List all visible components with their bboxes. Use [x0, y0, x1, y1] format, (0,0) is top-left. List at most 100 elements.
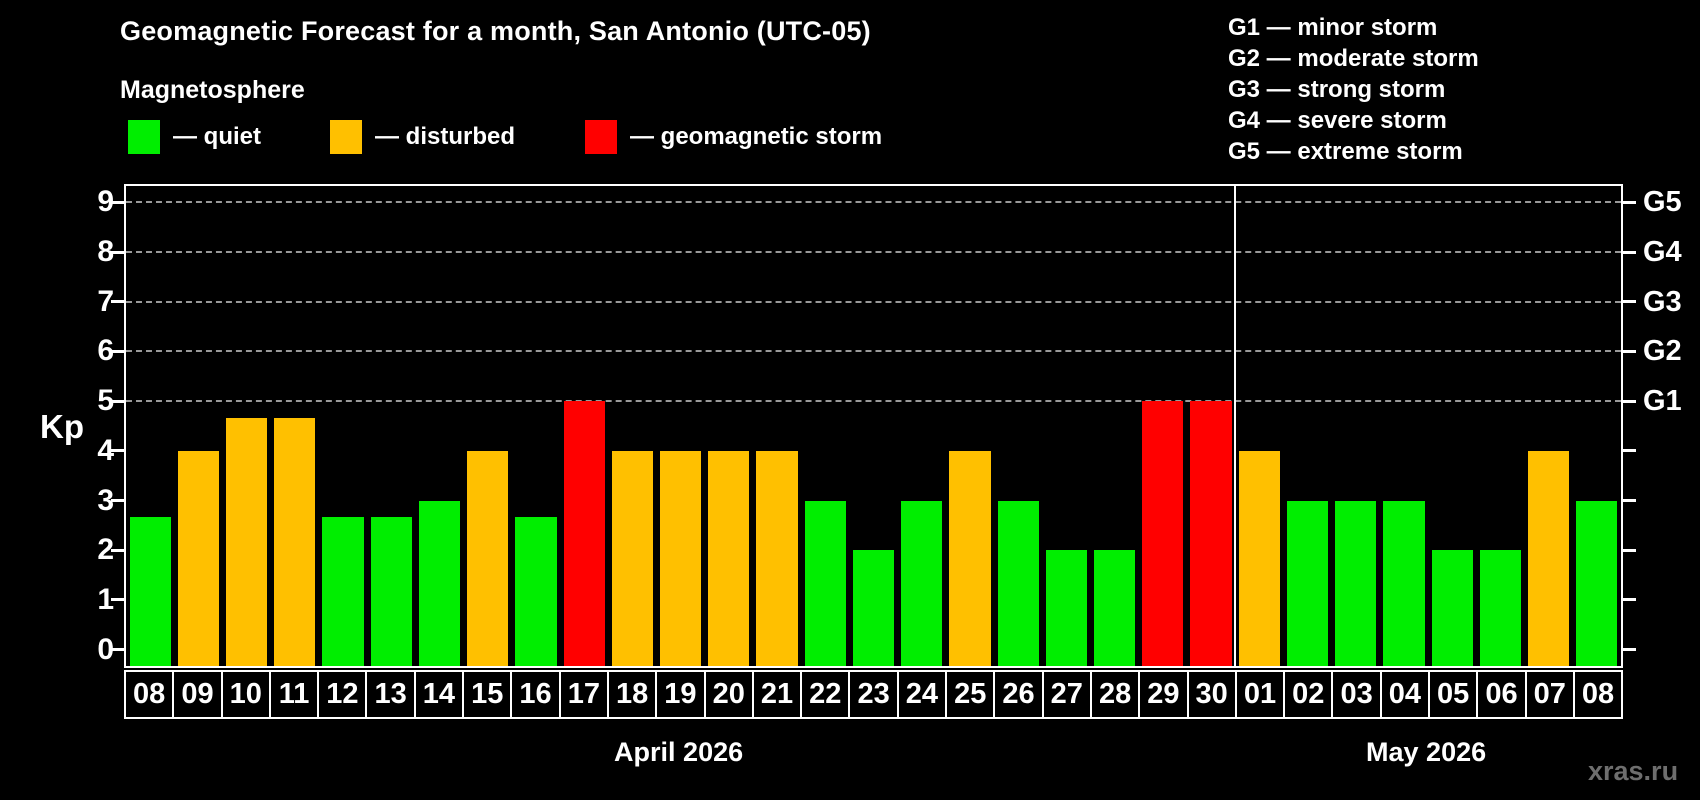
kp-bar-24	[901, 500, 943, 666]
day-label-apr-24: 24	[896, 670, 948, 719]
kp-bar-20	[708, 450, 750, 666]
right-axis-label-g4: G4	[1643, 236, 1682, 269]
kp-bar-08	[129, 516, 171, 666]
kp-bar-15	[467, 450, 509, 666]
y-tick-right-8	[1623, 250, 1636, 254]
y-tick-label-1: 1	[97, 582, 114, 616]
y-tick-label-0: 0	[97, 632, 114, 666]
legend-item-quiet: — quiet	[128, 119, 261, 155]
kp-bar-27	[1045, 550, 1087, 666]
magnetosphere-label: Magnetosphere	[120, 76, 305, 104]
day-label-may-05: 05	[1428, 670, 1479, 719]
day-label-may-04: 04	[1379, 670, 1431, 719]
y-tick-label-2: 2	[97, 533, 114, 567]
kp-bar-23	[852, 550, 895, 666]
y-tick-label-8: 8	[97, 235, 114, 269]
kp-bar-01	[1238, 450, 1280, 666]
y-tick-right-5	[1623, 399, 1636, 403]
kp-bar-14	[418, 500, 461, 666]
gridline-kp5	[126, 400, 1621, 403]
day-label-apr-22: 22	[800, 670, 851, 719]
day-label-apr-25: 25	[945, 670, 996, 719]
kp-bar-06	[1479, 550, 1522, 666]
kp-bar-08	[1576, 500, 1618, 666]
day-label-apr-11: 11	[268, 670, 320, 719]
y-tick-left-8	[111, 250, 124, 254]
day-label-apr-14: 14	[413, 670, 465, 719]
kp-bar-17	[563, 401, 605, 666]
legend-label-quiet: — quiet	[173, 123, 261, 150]
month-separator	[1234, 186, 1237, 666]
storm-color-swatch	[585, 120, 617, 154]
y-tick-right-1	[1623, 598, 1636, 602]
kp-bar-09	[177, 450, 219, 666]
y-axis-label: Kp	[40, 408, 84, 445]
y-tick-label-9: 9	[97, 185, 114, 219]
kp-bar-10	[225, 417, 268, 666]
kp-bar-26	[997, 500, 1039, 666]
day-label-apr-18: 18	[606, 670, 658, 719]
y-tick-left-1	[111, 598, 124, 602]
kp-bar-07	[1528, 450, 1570, 666]
legend-label-disturbed: — disturbed	[375, 123, 516, 150]
legend-item-disturbed: — disturbed	[330, 119, 515, 155]
day-label-apr-09: 09	[172, 670, 223, 719]
storm-scale-g3: G3 — strong storm	[1228, 76, 1446, 103]
gridline-kp7	[126, 300, 1621, 303]
kp-bar-12	[322, 516, 364, 666]
y-tick-right-2	[1623, 548, 1636, 552]
y-tick-right-7	[1623, 300, 1636, 304]
gridline-kp6	[126, 350, 1621, 353]
kp-bar-21	[756, 450, 798, 666]
day-label-may-07: 07	[1524, 670, 1575, 719]
day-label-apr-10: 10	[220, 670, 271, 719]
day-label-apr-19: 19	[655, 670, 706, 719]
day-label-apr-17: 17	[558, 670, 609, 719]
day-label-apr-21: 21	[751, 670, 803, 719]
day-label-apr-26: 26	[993, 670, 1044, 719]
y-tick-left-3	[111, 499, 124, 503]
y-tick-left-0	[111, 648, 124, 652]
y-tick-right-3	[1623, 499, 1636, 503]
kp-bar-04	[1383, 500, 1425, 666]
day-label-may-03: 03	[1331, 670, 1382, 719]
kp-bar-02	[1286, 500, 1329, 666]
y-tick-right-6	[1623, 349, 1636, 353]
kp-bar-16	[515, 516, 557, 666]
y-tick-left-4	[111, 449, 124, 453]
storm-scale-g1: G1 — minor storm	[1228, 14, 1438, 41]
day-label-apr-23: 23	[848, 670, 899, 719]
day-label-apr-27: 27	[1041, 670, 1092, 719]
storm-scale-legend: G1 — minor storm G2 — moderate storm G3 …	[1228, 12, 1479, 167]
kp-bar-30	[1190, 401, 1232, 666]
storm-scale-g4: G4 — severe storm	[1228, 107, 1447, 134]
y-tick-right-0	[1623, 648, 1636, 652]
y-tick-label-3: 3	[97, 483, 114, 517]
kp-bar-03	[1335, 500, 1377, 666]
y-tick-label-5: 5	[97, 384, 114, 418]
kp-bar-11	[274, 417, 316, 666]
right-axis-label-g5: G5	[1643, 186, 1682, 219]
kp-bar-22	[804, 500, 846, 666]
month-label-may: May 2026	[1366, 737, 1487, 767]
y-tick-left-2	[111, 548, 124, 552]
gridline-kp8	[126, 251, 1621, 254]
kp-bar-13	[370, 516, 412, 666]
y-tick-left-5	[111, 399, 124, 403]
kp-bar-29	[1142, 401, 1184, 666]
y-tick-left-7	[111, 300, 124, 304]
kp-bar-18	[611, 450, 653, 666]
day-label-apr-16: 16	[510, 670, 561, 719]
day-label-apr-30: 30	[1186, 670, 1237, 719]
day-label-apr-12: 12	[317, 670, 368, 719]
day-label-apr-20: 20	[703, 670, 754, 719]
y-tick-right-4	[1623, 449, 1636, 453]
y-tick-right-9	[1623, 200, 1636, 204]
page-title: Geomagnetic Forecast for a month, San An…	[120, 16, 871, 46]
right-axis-label-g1: G1	[1643, 385, 1682, 418]
day-label-apr-29: 29	[1138, 670, 1189, 719]
legend-item-storm: — geomagnetic storm	[585, 119, 882, 155]
plot-area: 0 1 2 3 4 5 6 7 8 9 G1 G2 G3 G4 G5	[97, 184, 1682, 668]
quiet-color-swatch	[128, 120, 160, 154]
